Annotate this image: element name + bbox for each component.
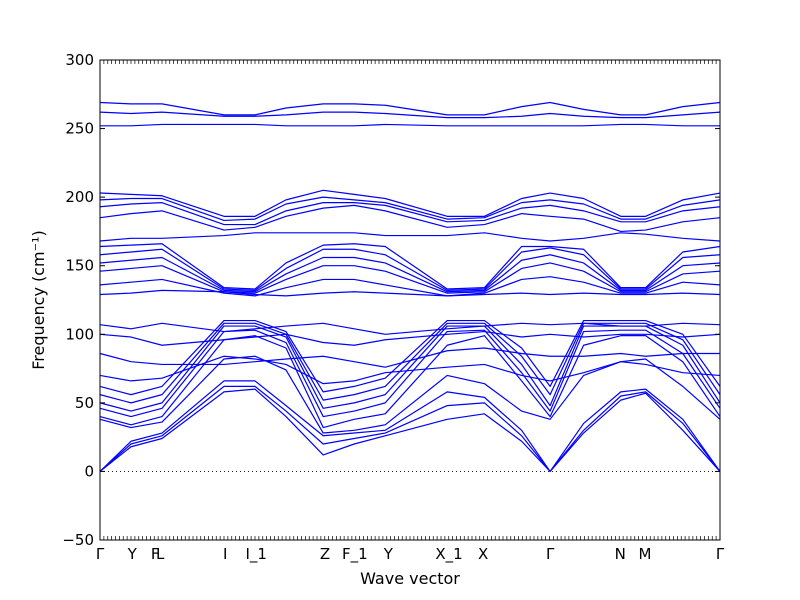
band-line-9 — [99, 319, 721, 396]
band-line-10 — [99, 355, 721, 385]
band-line-16 — [99, 262, 721, 294]
band-line-13 — [99, 322, 721, 335]
band-line-1 — [99, 388, 721, 473]
band-line-25 — [100, 123, 720, 127]
band-line-2 — [99, 385, 721, 473]
y-tick-label: 250 — [65, 120, 94, 138]
y-tick-label: −50 — [62, 531, 94, 549]
x-tick-label: X — [478, 545, 488, 563]
x-tick-label: M — [639, 545, 652, 563]
x-tick-label: F_1 — [342, 545, 368, 564]
y-tick-label: 0 — [84, 462, 94, 480]
x-tick-label: Γ — [546, 545, 555, 563]
band-line-19 — [99, 243, 721, 290]
x-tick-label: Γ — [96, 545, 105, 563]
y-axis-ticks: −50 0 50 100 150 200 250 300 — [62, 51, 720, 549]
x-tick-label: N — [615, 545, 626, 563]
x-tick-label: X_1 — [435, 545, 462, 564]
band-line-23 — [99, 196, 721, 222]
x-tick-label: Y — [127, 545, 138, 563]
band-line-22 — [99, 202, 721, 226]
band-line-6 — [99, 329, 721, 418]
band-line-14 — [99, 289, 721, 297]
y-tick-label: 100 — [65, 325, 94, 343]
band-line-3 — [99, 380, 721, 473]
band-line-15 — [99, 276, 721, 297]
x-axis-ticks: Γ Y FL I I_1 Z F_1 Y X_1 X Γ N M Γ — [96, 60, 725, 564]
band-line-4 — [99, 355, 721, 434]
band-line-27 — [99, 101, 721, 116]
plot-frame — [99, 59, 721, 541]
x-tick-label: Γ — [716, 545, 725, 563]
band-line-21 — [99, 204, 721, 233]
x-tick-label: I_1 — [246, 545, 267, 564]
y-tick-label: 150 — [65, 257, 94, 275]
x-tick-label: L — [156, 545, 165, 563]
band-line-12 — [99, 330, 721, 346]
band-line-11 — [99, 347, 720, 368]
x-tick-label: Z — [320, 545, 330, 563]
y-axis-label: Frequency (cm⁻¹) — [29, 230, 48, 369]
x-axis-label: Wave vector — [360, 569, 460, 588]
band-line-18 — [99, 247, 721, 291]
band-line-8 — [99, 322, 721, 404]
band-line-24 — [99, 189, 721, 217]
band-line-20 — [99, 232, 721, 242]
y-tick-label: 300 — [65, 51, 94, 69]
phonon-bands — [99, 101, 721, 473]
y-tick-label: 50 — [75, 394, 94, 412]
y-tick-label: 200 — [65, 188, 94, 206]
band-line-26 — [99, 111, 721, 119]
x-tick-label: I — [223, 545, 227, 563]
x-tick-label: F — [151, 545, 160, 563]
x-tick-label: Y — [383, 545, 394, 563]
band-line-5 — [99, 335, 721, 429]
band-line-17 — [99, 254, 721, 293]
